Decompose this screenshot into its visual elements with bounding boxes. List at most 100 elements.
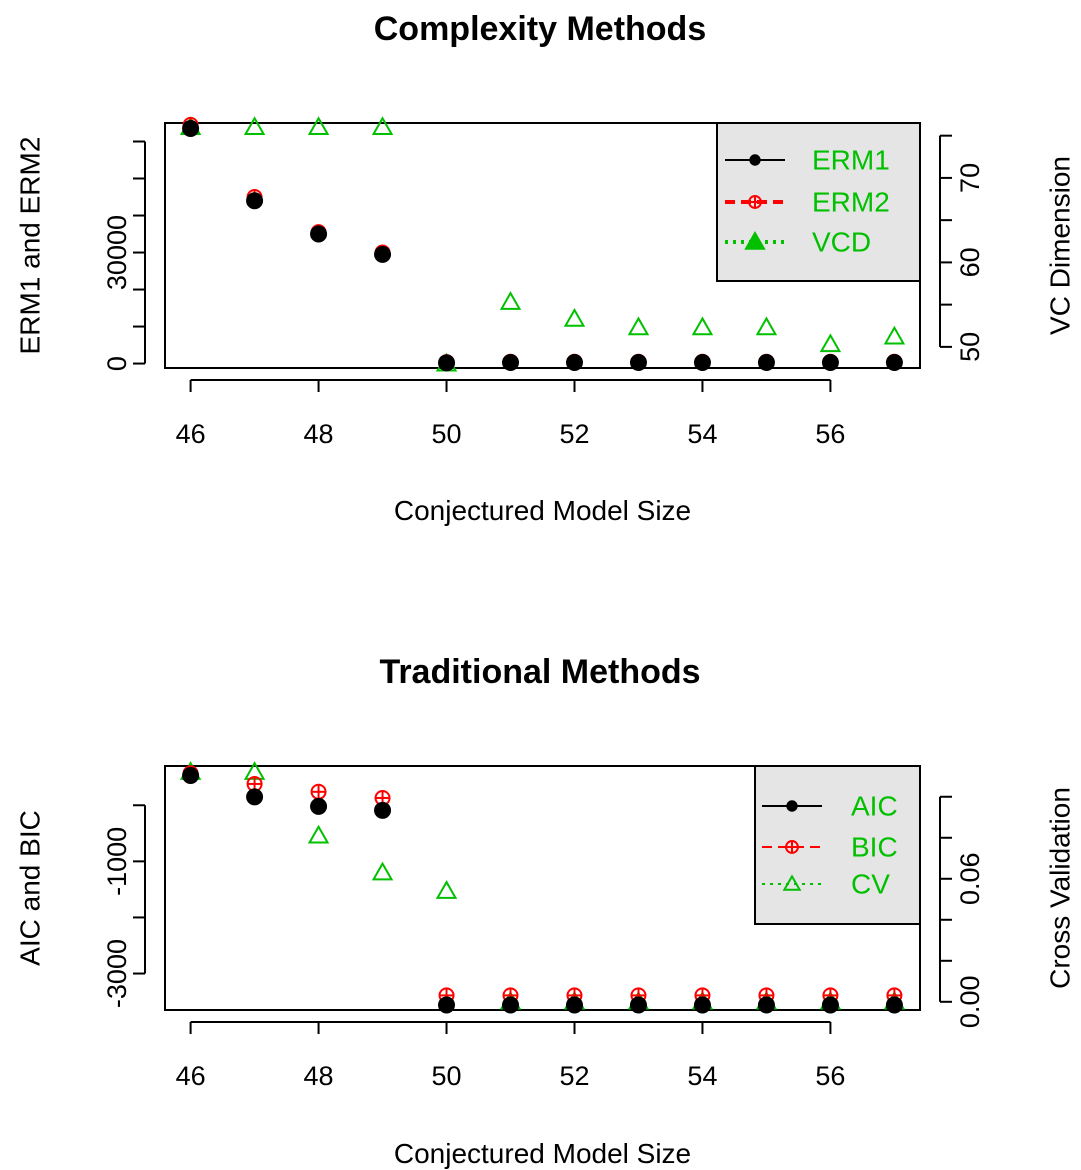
right-y-axis-title: Cross Validation <box>1045 787 1076 989</box>
x-tick-label: 46 <box>176 1061 206 1091</box>
data-point-vcd <box>307 116 330 135</box>
x-tick-label: 56 <box>815 419 845 449</box>
chart-2: Traditional Methods 46 48 50 52 54 56 Conjectur… <box>15 653 1076 1169</box>
left-y-tick-label: -1000 <box>102 827 132 896</box>
legend-marker <box>744 230 766 250</box>
x-tick-label: 52 <box>559 419 589 449</box>
legend-label: CV <box>851 869 890 900</box>
legend: AIC BIC CV <box>754 765 921 925</box>
x-tick-label: 46 <box>176 419 206 449</box>
data-point-vcd <box>819 333 842 353</box>
data-point-aic <box>757 996 775 1014</box>
right-y-tick-label: 0.00 <box>955 976 985 1029</box>
data-point-erm1 <box>246 192 264 210</box>
left-y-axis: -3000 -1000 <box>102 804 146 1008</box>
data-point-aic <box>885 996 903 1014</box>
x-axis-title: Conjectured Model Size <box>394 495 691 526</box>
legend-marker <box>782 874 802 891</box>
series-erm1 <box>182 120 903 372</box>
right-y-tick-label: 0.06 <box>955 852 985 905</box>
x-axis: 46 48 50 52 54 56 <box>176 1021 845 1091</box>
data-point-erm1 <box>438 354 456 372</box>
chart-1: Complexity Methods 46 48 50 52 54 56 Conjecture… <box>15 10 1076 526</box>
data-point-vcd <box>755 316 778 336</box>
x-axis: 46 48 50 52 54 56 <box>176 379 845 449</box>
left-y-tick-label: 0 <box>102 356 132 371</box>
data-point-erm1 <box>885 353 903 371</box>
legend-label: ERM1 <box>812 145 890 176</box>
legend-entry-cv: CV <box>762 869 890 900</box>
data-point-aic <box>246 788 264 806</box>
right-y-axis-title: VC Dimension <box>1045 156 1076 335</box>
chart-title: Traditional Methods <box>379 653 700 691</box>
legend-entry-erm2: ERM2 <box>725 187 890 218</box>
x-tick-label: 56 <box>815 1061 845 1091</box>
data-point-erm1 <box>757 353 775 371</box>
chart-title: Complexity Methods <box>374 10 706 48</box>
data-point-aic <box>502 996 520 1014</box>
legend-entry-bic: BIC <box>762 832 898 863</box>
data-point-aic <box>693 996 711 1014</box>
legend-entry-erm1: ERM1 <box>725 145 890 176</box>
data-point-cv <box>435 880 458 899</box>
left-y-axis-title: AIC and BIC <box>15 810 46 966</box>
left-y-axis-title: ERM1 and ERM2 <box>15 137 46 355</box>
right-y-tick-label: 70 <box>955 163 985 193</box>
data-point-aic <box>565 996 583 1014</box>
data-point-erm1 <box>565 353 583 371</box>
right-y-tick-label: 60 <box>955 247 985 277</box>
data-point-erm1 <box>374 245 392 263</box>
data-point-vcd <box>691 316 714 336</box>
x-tick-label: 50 <box>432 419 462 449</box>
data-point-bic <box>310 783 327 800</box>
legend-marker <box>785 840 799 854</box>
data-point-aic <box>310 797 328 815</box>
data-point-vcd <box>499 291 522 310</box>
data-point-vcd <box>243 116 266 135</box>
data-point-erm1 <box>629 353 647 371</box>
left-y-tick-label: 30000 <box>102 215 132 290</box>
right-y-axis: 0.00 0.06 <box>939 795 985 1029</box>
legend-box <box>754 765 921 925</box>
data-point-aic <box>182 767 200 785</box>
legend-marker <box>786 800 798 812</box>
legend-label: ERM2 <box>812 187 890 218</box>
data-point-cv <box>371 861 394 881</box>
data-point-aic <box>821 996 839 1014</box>
data-point-vcd <box>627 316 650 336</box>
x-tick-label: 50 <box>432 1061 462 1091</box>
legend-label: BIC <box>851 832 898 863</box>
data-point-cv <box>307 824 330 844</box>
data-point-erm1 <box>182 120 200 138</box>
legend-marker <box>749 154 761 166</box>
legend-label: AIC <box>851 791 898 822</box>
data-point-aic <box>374 801 392 819</box>
data-point-erm1 <box>502 353 520 371</box>
data-point-aic <box>629 996 647 1014</box>
legend-entry-vcd: VCD <box>725 227 871 258</box>
left-y-axis: 0 30000 <box>102 140 146 371</box>
x-axis-title: Conjectured Model Size <box>394 1138 691 1169</box>
x-tick-label: 54 <box>687 419 717 449</box>
data-point-aic <box>438 996 456 1014</box>
series-vcd <box>179 116 906 372</box>
series-aic <box>182 767 903 1014</box>
x-tick-label: 48 <box>304 1061 334 1091</box>
data-point-erm1 <box>821 353 839 371</box>
legend-entry-aic: AIC <box>762 791 898 822</box>
right-y-tick-label: 50 <box>955 332 985 362</box>
data-point-vcd <box>563 307 586 327</box>
x-tick-label: 52 <box>559 1061 589 1091</box>
legend-label: VCD <box>812 227 871 258</box>
data-point-erm1 <box>693 353 711 371</box>
right-y-axis: 50 60 70 <box>939 134 985 362</box>
left-y-tick-label: -3000 <box>102 939 132 1008</box>
data-point-vcd <box>371 116 394 135</box>
data-point-vcd <box>883 325 906 345</box>
data-point-erm1 <box>310 225 328 243</box>
legend-marker <box>748 195 762 209</box>
legend: ERM1 ERM2 VCD <box>716 122 921 282</box>
x-tick-label: 54 <box>687 1061 717 1091</box>
x-tick-label: 48 <box>304 419 334 449</box>
